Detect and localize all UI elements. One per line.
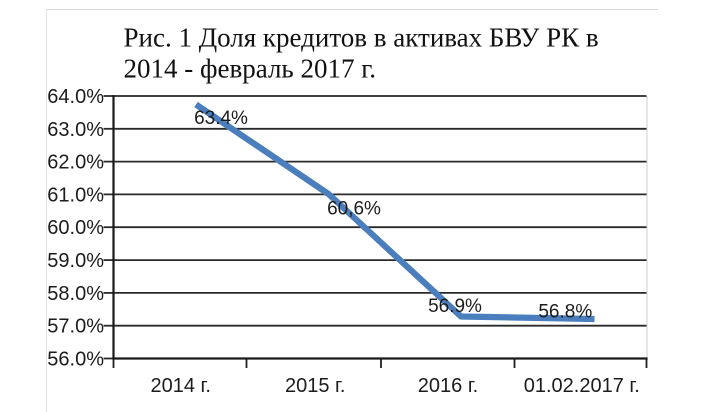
- svg-text:61.0%: 61.0%: [47, 184, 104, 206]
- svg-text:63.0%: 63.0%: [47, 119, 104, 141]
- svg-text:56.0%: 56.0%: [47, 349, 104, 371]
- svg-text:2014 г.: 2014 г.: [150, 375, 210, 397]
- svg-text:01.02.2017 г.: 01.02.2017 г.: [524, 375, 640, 397]
- svg-text:2015 г.: 2015 г.: [285, 375, 345, 397]
- svg-text:56.9%: 56.9%: [428, 296, 482, 317]
- svg-text:60.0%: 60.0%: [47, 217, 104, 239]
- svg-text:58.0%: 58.0%: [47, 283, 104, 305]
- svg-text:63.4%: 63.4%: [194, 108, 248, 129]
- svg-text:64.0%: 64.0%: [47, 86, 104, 108]
- svg-text:57.0%: 57.0%: [47, 316, 104, 338]
- svg-text:62.0%: 62.0%: [47, 152, 104, 174]
- svg-text:60,6%: 60,6%: [327, 199, 381, 220]
- svg-text:2016 г.: 2016 г.: [418, 375, 478, 397]
- svg-text:Рис. 1 Доля кредитов в активах: Рис. 1 Доля кредитов в активах БВУ РК в: [124, 23, 599, 53]
- svg-text:2014 - февраль 2017 г.: 2014 - февраль 2017 г.: [124, 54, 377, 84]
- svg-text:59.0%: 59.0%: [47, 250, 104, 272]
- svg-text:56.8%: 56.8%: [538, 301, 592, 322]
